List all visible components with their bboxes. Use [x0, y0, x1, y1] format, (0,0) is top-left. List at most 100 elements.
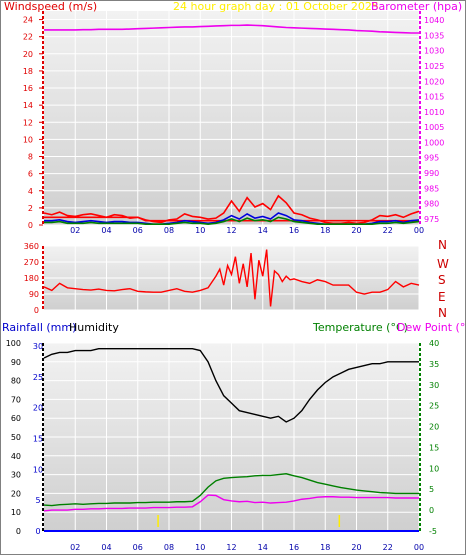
pressure-y-tick-label: 1030: [424, 47, 444, 56]
x-tick-label: 10: [195, 543, 205, 552]
pressure-y-tick-label: 1040: [424, 16, 444, 25]
rain-y-tick-label: 30: [33, 342, 43, 351]
x-tick-label: 12: [226, 226, 236, 235]
x-tick-label: 20: [351, 543, 361, 552]
direction-y-tick-label: 360: [24, 242, 39, 251]
x-tick-label: 14: [258, 226, 268, 235]
x-tick-label: 18: [320, 226, 330, 235]
wind-y-tick-label: 24: [23, 16, 33, 25]
rain-y-tick-label: 15: [33, 435, 43, 444]
humidity-y-tick-label: 30: [11, 471, 21, 480]
pressure-y-tick-label: 1025: [424, 62, 444, 71]
wind-y-tick-label: 22: [23, 33, 33, 42]
temperature-y-tick-label: -5: [429, 527, 437, 536]
compass-south: S: [438, 273, 446, 287]
wind-y-tick-label: 6: [28, 170, 33, 179]
humidity-y-tick-label: 100: [6, 339, 21, 348]
humidity-y-tick-label: 90: [11, 358, 21, 367]
temperature-y-tick-label: 0: [429, 506, 434, 515]
direction-series-line: [43, 249, 420, 307]
humidity-y-tick-label: 10: [11, 508, 21, 517]
direction-y-tick-label: 90: [29, 290, 39, 299]
rain-y-tick-label: 5: [35, 496, 40, 505]
humidity-y-tick-label: 0: [16, 527, 21, 536]
pressure-y-tick-label: 1035: [424, 31, 444, 40]
temperature-y-tick-label: 10: [429, 464, 439, 473]
temp-series-line: [43, 494, 419, 512]
wind-y-tick-label: 20: [23, 50, 33, 59]
temperature-y-tick-label: 40: [429, 339, 439, 348]
compass-north-bottom: N: [438, 306, 447, 320]
x-tick-label: 02: [70, 543, 80, 552]
compass-west: W: [437, 257, 449, 271]
pressure-y-tick-label: 975: [424, 215, 439, 224]
temperature-y-tick-label: 25: [429, 402, 439, 411]
x-tick-label: 18: [320, 543, 330, 552]
x-tick-label: 16: [289, 543, 299, 552]
pressure-y-tick-label: 1010: [424, 108, 444, 117]
wind-series-line: [44, 216, 419, 222]
rain-y-tick-label: 20: [33, 404, 43, 413]
x-tick-label: 02: [70, 226, 80, 235]
barometer-axis-label: Barometer (hpa): [371, 1, 462, 13]
humidity-axis-label: Humidity: [69, 321, 119, 334]
wind-y-tick-label: 12: [23, 118, 33, 127]
series-layer: [43, 24, 420, 532]
wind-y-tick-label: 14: [23, 101, 33, 110]
wind-y-tick-label: 16: [23, 84, 33, 93]
pressure-y-tick-label: 985: [424, 184, 439, 193]
x-tick-label: 12: [226, 543, 236, 552]
wind-series-line: [44, 24, 419, 34]
humidity-y-tick-label: 20: [11, 489, 21, 498]
temp-series-line: [43, 347, 419, 423]
x-tick-label: 08: [164, 543, 174, 552]
pressure-y-tick-label: 1005: [424, 123, 444, 132]
x-tick-label: 08: [164, 226, 174, 235]
pressure-y-tick-label: 1000: [424, 138, 444, 147]
x-tick-label: 16: [289, 226, 299, 235]
wind-y-tick-label: 4: [28, 187, 33, 196]
x-tick-label: 00: [414, 543, 424, 552]
temperature-y-tick-label: 20: [429, 423, 439, 432]
humidity-y-tick-label: 50: [11, 433, 21, 442]
compass-north-top: N: [438, 238, 447, 252]
x-tick-label: 14: [258, 543, 268, 552]
direction-y-tick-label: 270: [24, 258, 39, 267]
wind-y-tick-label: 18: [23, 67, 33, 76]
windspeed-axis-label: Windspeed (m/s): [4, 1, 97, 13]
temperature-y-tick-label: 5: [429, 485, 434, 494]
rain-y-tick-label: 0: [35, 527, 40, 536]
x-tick-label: 06: [133, 226, 143, 235]
dewpoint-axis-label: Dew Point (°C): [397, 321, 466, 334]
wind-series-line: [44, 216, 420, 225]
x-tick-label: 22: [383, 543, 393, 552]
rain-y-tick-label: 25: [33, 373, 43, 382]
wind-y-tick-label: 0: [28, 221, 33, 230]
temperature-y-tick-label: 30: [429, 381, 439, 390]
wind-y-tick-label: 2: [28, 204, 33, 213]
x-tick-label: 06: [133, 543, 143, 552]
humidity-y-tick-label: 80: [11, 377, 21, 386]
pressure-y-tick-label: 995: [424, 154, 439, 163]
humidity-y-tick-label: 60: [11, 414, 21, 423]
graph-title: 24 hour graph day : 01 October 2025: [173, 1, 379, 13]
x-tick-label: 22: [383, 226, 393, 235]
temperature-y-tick-label: 15: [429, 443, 439, 452]
humidity-y-tick-label: 70: [11, 395, 21, 404]
direction-y-tick-label: 0: [34, 306, 39, 315]
pressure-y-tick-label: 980: [424, 200, 439, 209]
x-tick-label: 00: [414, 226, 424, 235]
temperature-y-tick-label: 35: [429, 360, 439, 369]
wind-y-tick-label: 10: [23, 135, 33, 144]
direction-y-tick-label: 180: [24, 274, 39, 283]
x-tick-label: 04: [101, 543, 111, 552]
temperature-axis-label: Temperature (°C): [312, 321, 408, 334]
x-tick-label: 20: [351, 226, 361, 235]
grid-lines: [44, 11, 420, 532]
temp-series-line: [43, 473, 419, 507]
rainfall-axis-label: Rainfall (mm): [2, 321, 76, 334]
compass-east: E: [438, 290, 446, 304]
wind-y-tick-label: 8: [28, 153, 33, 162]
